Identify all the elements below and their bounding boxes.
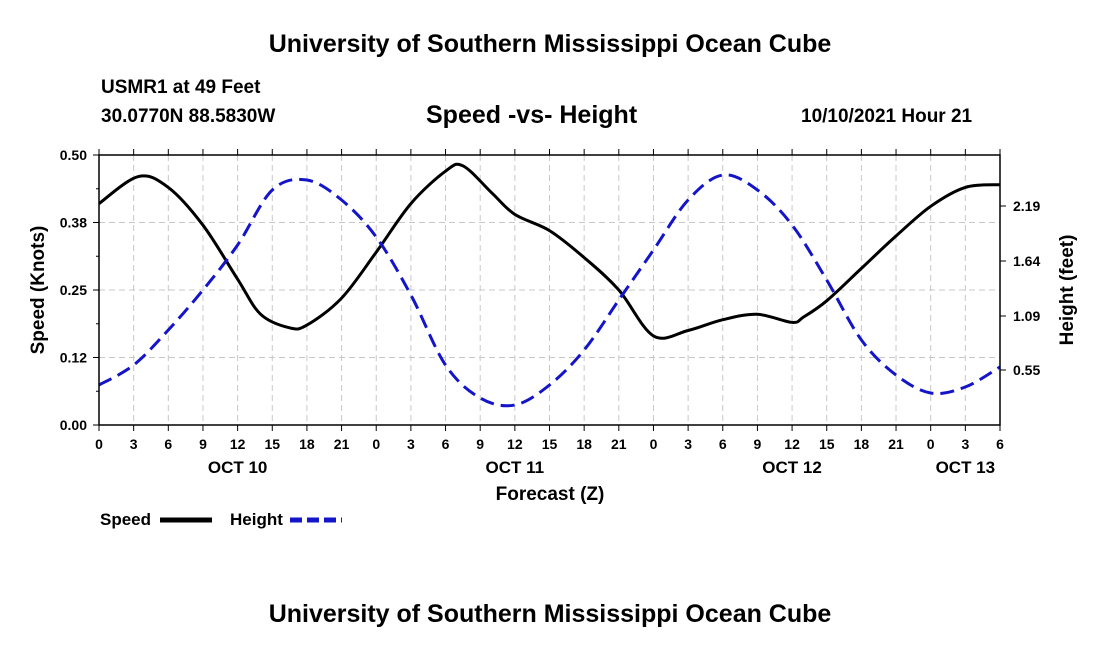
x-tick-label: 21 <box>334 436 350 452</box>
y2-tick-label: 2.19 <box>1013 198 1040 214</box>
x-tick-label: 15 <box>542 436 558 452</box>
forecast-datetime: 10/10/2021 Hour 21 <box>801 106 973 127</box>
y-tick-label: 0.25 <box>60 282 87 298</box>
axis-layer: 0 3 6 9 12 15 18 21 0 3 6 9 12 15 18 21 0 3 6 9 12 15 18 21 0 3 6O… <box>60 147 1041 477</box>
chart-title: Speed -vs- Height <box>426 101 638 129</box>
x-tick-label: 0 <box>927 436 935 452</box>
x-tick-label: 6 <box>719 436 727 452</box>
x-tick-label: 3 <box>961 436 969 452</box>
y-tick-label: 0.38 <box>60 215 87 231</box>
station-label: USMR1 at 49 Feet <box>101 77 261 98</box>
speed-series-line <box>98 162 1001 340</box>
height-series-line <box>98 173 1001 408</box>
x-tick-label: 0 <box>95 436 103 452</box>
series-layer <box>98 162 1001 408</box>
y-tick-label: 0.00 <box>60 417 87 433</box>
y2-tick-label: 0.55 <box>1013 362 1040 378</box>
x-tick-label: 21 <box>611 436 627 452</box>
x-tick-label: 12 <box>784 436 800 452</box>
x-tick-label: 15 <box>819 436 835 452</box>
date-label: OCT 11 <box>486 458 545 477</box>
x-tick-label: 3 <box>684 436 692 452</box>
x-tick-label: 6 <box>996 436 1004 452</box>
x-tick-label: 3 <box>407 436 415 452</box>
x-tick-label: 9 <box>199 436 207 452</box>
y-tick-label: 0.50 <box>60 147 87 163</box>
x-tick-label: 12 <box>507 436 523 452</box>
footer-title: University of Southern Mississippi Ocean… <box>268 600 832 628</box>
y2-tick-label: 1.64 <box>1013 253 1040 269</box>
date-label: OCT 13 <box>936 458 996 477</box>
x-tick-label: 9 <box>754 436 762 452</box>
x-axis-label: Forecast (Z) <box>496 484 605 505</box>
x-tick-label: 3 <box>130 436 138 452</box>
y2-tick-label: 1.09 <box>1013 308 1040 324</box>
legend-label-height: Height <box>230 510 283 529</box>
x-tick-label: 18 <box>576 436 592 452</box>
date-label: OCT 12 <box>762 458 822 477</box>
y-tick-label: 0.12 <box>60 350 87 366</box>
x-tick-label: 6 <box>442 436 450 452</box>
x-tick-label: 0 <box>650 436 658 452</box>
legend: Speed Height <box>100 510 342 529</box>
grid-layer <box>99 155 1000 425</box>
legend-label-speed: Speed <box>100 510 151 529</box>
x-tick-label: 6 <box>164 436 172 452</box>
page-title: University of Southern Mississippi Ocean… <box>268 30 832 58</box>
station-coordinates: 30.0770N 88.5830W <box>101 106 276 127</box>
date-label: OCT 10 <box>208 458 268 477</box>
y2-axis-label: Height (feet) <box>1057 235 1078 346</box>
x-tick-label: 15 <box>264 436 280 452</box>
x-tick-label: 0 <box>372 436 380 452</box>
x-tick-label: 18 <box>854 436 870 452</box>
x-tick-label: 18 <box>299 436 315 452</box>
x-tick-label: 9 <box>476 436 484 452</box>
x-tick-label: 21 <box>888 436 904 452</box>
x-tick-label: 12 <box>230 436 246 452</box>
y-axis-label: Speed (Knots) <box>28 226 49 355</box>
